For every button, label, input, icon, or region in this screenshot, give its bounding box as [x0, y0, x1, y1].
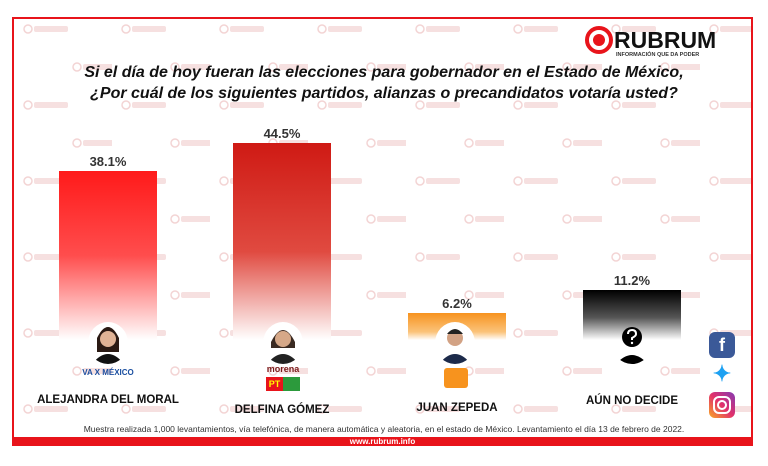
rubrum-logo: RUBRUM INFORMACIÓN QUE DA PODER — [585, 26, 716, 58]
undecided-silhouette — [612, 322, 652, 364]
category-label: ALEJANDRA DEL MORAL — [37, 394, 179, 406]
candidate-photo-alejandra — [88, 322, 128, 364]
category-label: JUAN ZEPEDA — [416, 402, 498, 414]
bar-1 — [233, 143, 331, 340]
title-line-2: ¿Por cuál de los siguientes partidos, al… — [90, 85, 678, 102]
candidate-photo-delfina — [263, 322, 303, 364]
bar-0 — [59, 171, 157, 340]
data-label: 38.1% — [89, 154, 127, 170]
footer-bar: www.rubrum.info — [12, 437, 753, 446]
data-label: 11.2% — [613, 273, 651, 289]
party-logo-morena: morena — [266, 364, 300, 374]
chart-title: Si el día de hoy fueran las elecciones p… — [0, 62, 768, 104]
svg-text:INFORMACIÓN QUE DA PODER: INFORMACIÓN QUE DA PODER — [616, 50, 699, 58]
title-line-1: Si el día de hoy fueran las elecciones p… — [84, 64, 684, 81]
party-logo-pt-verde: PT — [266, 377, 300, 391]
candidate-photo-juan — [435, 322, 475, 364]
category-label: DELFINA GÓMEZ — [234, 404, 330, 416]
facebook-icon[interactable]: f — [709, 332, 735, 358]
data-label: 6.2% — [442, 295, 472, 311]
twitter-icon[interactable]: ✦ — [712, 361, 732, 386]
methodology-note: Muestra realizada 1,000 levantamientos, … — [83, 424, 685, 434]
website-link[interactable]: www.rubrum.info — [349, 437, 416, 446]
party-logo-va-x-mexico: VA X MÉXICO — [82, 368, 134, 377]
svg-text:RUBRUM: RUBRUM — [614, 27, 716, 53]
data-label: 44.5% — [263, 126, 301, 141]
category-label: AÚN NO DECIDE — [585, 395, 678, 407]
party-logo-movimiento-ciudadano — [444, 368, 468, 388]
instagram-icon[interactable] — [709, 392, 735, 418]
